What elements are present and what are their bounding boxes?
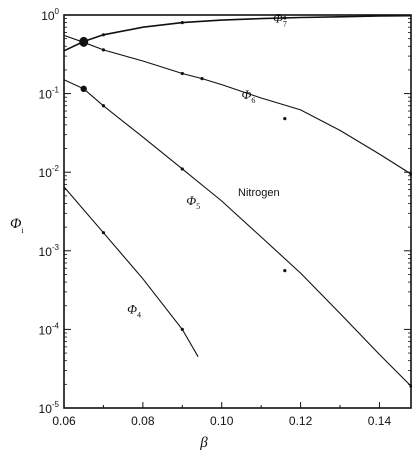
series-phi-6: Φ6	[63, 34, 412, 176]
y-tick-label-exponent: -2	[52, 164, 60, 173]
y-tick-label-base: 10	[39, 245, 53, 259]
x-tick-label: 0.08	[131, 414, 155, 428]
crossing-marker	[79, 36, 89, 47]
series-label: Φ5	[186, 193, 200, 211]
x-tick-label: 0.14	[368, 414, 392, 428]
series-label-subscript: 6	[251, 96, 255, 105]
x-tick-label: 0.10	[210, 414, 234, 428]
y-tick-label: 10-3	[39, 243, 60, 259]
data-point	[180, 327, 184, 331]
series-line	[63, 34, 412, 175]
data-point	[101, 104, 106, 108]
series-label-base: Φ	[127, 301, 137, 316]
series-label: Φ7	[273, 11, 287, 29]
y-tick-label: 100	[41, 7, 59, 23]
plot-border	[63, 14, 412, 409]
series-line	[63, 186, 199, 357]
data-point	[180, 71, 184, 76]
data-point	[409, 172, 412, 176]
y-tick-label: 10-2	[39, 164, 60, 180]
y-tick-label-exponent: 0	[55, 7, 60, 16]
y-tick-label-exponent: -3	[52, 243, 60, 252]
nitrogen-annotation: Nitrogen	[238, 187, 280, 199]
series-line	[63, 79, 412, 387]
y-tick-label-base: 10	[39, 402, 53, 416]
series-phi-4: Φ4	[63, 186, 199, 357]
data-point	[200, 77, 204, 81]
data-point	[101, 48, 106, 52]
series-label-subscript: 4	[137, 310, 141, 319]
y-tick-label-exponent: -1	[52, 86, 60, 95]
data-point	[101, 231, 106, 235]
y-tick-label-base: 10	[41, 9, 55, 23]
data-point	[283, 16, 287, 20]
y-tick-label-exponent: -4	[52, 321, 60, 330]
series-line	[63, 14, 412, 52]
series-label-base: Φ	[241, 87, 251, 102]
series-label: Φ4	[127, 301, 141, 319]
data-point-large	[80, 85, 87, 93]
y-axis-title-sub: i	[21, 226, 24, 235]
series-label-base: Φ	[186, 193, 196, 208]
y-tick-label-base: 10	[39, 88, 53, 102]
series-label-base: Φ	[273, 11, 283, 26]
data-point	[180, 21, 184, 25]
series-label-subscript: 7	[283, 20, 287, 29]
data-point	[283, 268, 287, 273]
y-tick-label: 10-4	[39, 321, 60, 337]
x-tick-label: 0.12	[289, 414, 313, 428]
series-label: Φ6	[241, 87, 255, 105]
svg-text:Φi: Φi	[10, 216, 24, 235]
data-point	[409, 384, 412, 388]
x-tick-label: 0.06	[52, 414, 76, 428]
data-point	[180, 167, 184, 171]
series-label-subscript: 5	[196, 202, 200, 211]
tick-layer: 0.06 0.08 0.10 0.12 0.1410010-110-210-310-41…	[39, 7, 411, 428]
y-tick-label-exponent: -5	[52, 400, 60, 409]
plot-frame	[63, 14, 412, 409]
data-point	[101, 33, 106, 37]
y-tick-label: 10-1	[39, 86, 60, 102]
y-tick-label-base: 10	[39, 323, 53, 337]
series-phi-7: Φ7	[63, 11, 412, 52]
data-point	[283, 117, 287, 121]
x-axis-title: β	[199, 435, 208, 451]
y-axis-title-base: Φ	[10, 216, 22, 232]
y-tick-label: 10-5	[39, 400, 60, 416]
series-phi-5: Φ5	[63, 79, 412, 388]
y-axis-title: Φi	[10, 216, 24, 235]
y-tick-label-base: 10	[39, 166, 53, 180]
